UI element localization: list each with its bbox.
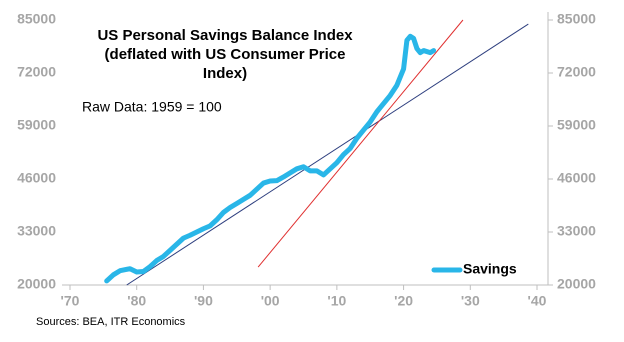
chart-title: (deflated with US Consumer Price (105, 46, 346, 63)
y2-tick-label: 85000 (557, 11, 596, 27)
x-tick-label: '10 (327, 293, 346, 309)
x-tick-label: '40 (528, 293, 547, 309)
source: Sources: BEA, ITR Economics (36, 316, 186, 328)
y-tick-label: 85000 (17, 11, 56, 27)
y-tick-label: 33000 (17, 223, 56, 239)
x-tick-label: '80 (127, 293, 146, 309)
x-tick-label: '30 (461, 293, 480, 309)
chart-title: US Personal Savings Balance Index (97, 27, 353, 44)
x-tick-label: '00 (261, 293, 280, 309)
y-tick-label: 72000 (17, 64, 56, 80)
annotation: Raw Data: 1959 = 100 (82, 99, 222, 115)
y-tick-label: 59000 (17, 117, 56, 133)
y-tick-label: 20000 (17, 276, 56, 292)
y-tick-label: 46000 (17, 170, 56, 186)
y2-tick-label: 46000 (557, 170, 596, 186)
y2-tick-label: 33000 (557, 223, 596, 239)
legend-label: Savings (463, 261, 517, 277)
y2-tick-label: 20000 (557, 276, 596, 292)
x-tick-label: '90 (194, 293, 213, 309)
y2-tick-label: 59000 (557, 117, 596, 133)
trend-line (126, 23, 529, 286)
chart-title: Index) (203, 65, 247, 82)
x-tick-label: '70 (61, 293, 80, 309)
y2-tick-label: 72000 (557, 64, 596, 80)
line-series (104, 33, 437, 284)
x-tick-label: '20 (394, 293, 413, 309)
trend-line (257, 19, 464, 268)
